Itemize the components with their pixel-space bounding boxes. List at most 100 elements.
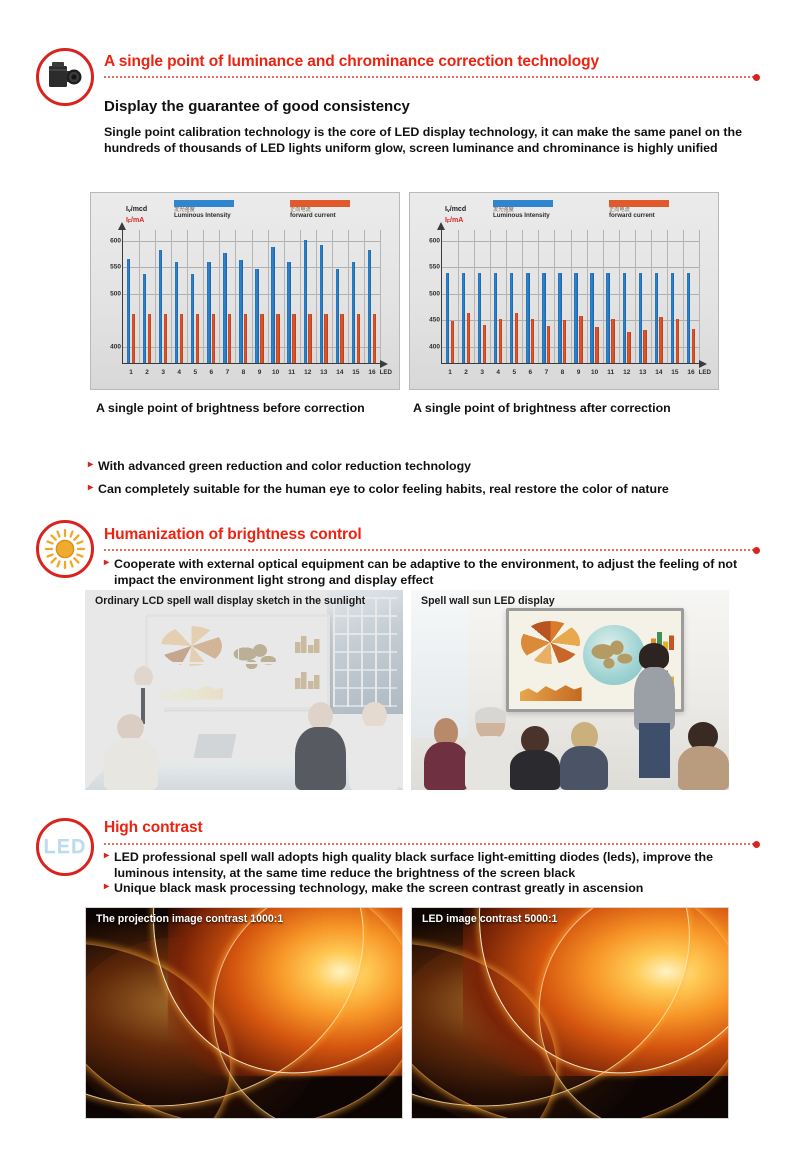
- x-axis-tick: 3: [480, 369, 484, 376]
- gridline-vertical: [586, 230, 588, 363]
- chart-bar: [686, 272, 691, 363]
- auditorium-scene: [411, 590, 729, 790]
- x-axis-tick: 12: [623, 369, 631, 376]
- y-axis-label-secondary: IF/mA: [445, 217, 464, 225]
- gridline-vertical: [251, 230, 253, 363]
- gridline-vertical: [219, 230, 221, 363]
- chart-bar: [207, 262, 211, 363]
- chart-bar: [158, 250, 163, 363]
- y-axis-tick: 550: [429, 263, 440, 271]
- chart-bar: [547, 325, 551, 363]
- bullet-marker-icon: ▸: [104, 557, 110, 568]
- gridline-vertical: [299, 230, 301, 363]
- gridline-vertical: [155, 230, 157, 363]
- chart-legend: 发光强度 Luminous Intensity 正向电流 forward cur…: [493, 200, 711, 230]
- chart-bar: [627, 331, 631, 363]
- gridline-vertical: [490, 230, 492, 363]
- chart-bar: [287, 262, 291, 363]
- camera-icon: [36, 48, 94, 106]
- x-axis-tick: 2: [145, 369, 149, 376]
- gridline-vertical: [187, 230, 189, 363]
- chart-bar: [324, 313, 328, 363]
- legend-label-en: Luminous Intensity: [174, 212, 231, 220]
- chart-bar: [590, 272, 594, 363]
- section-divider: [104, 841, 760, 848]
- x-axis-tick: 4: [177, 369, 182, 376]
- gridline-vertical: [506, 230, 508, 363]
- chart-bar: [482, 324, 487, 363]
- chart-bar: [461, 272, 466, 363]
- bullet-text: With advanced green reduction and color …: [98, 459, 472, 473]
- bullet-marker-icon: ▸: [104, 850, 110, 861]
- gridline-vertical: [699, 230, 700, 363]
- chart-bar: [675, 318, 679, 363]
- chart-caption-before: A single point of brightness before corr…: [96, 401, 365, 415]
- bullet-text: Unique black mask processing technology,…: [114, 881, 644, 895]
- x-axis-tick: 6: [528, 369, 533, 376]
- gridline-vertical: [267, 230, 269, 363]
- chart-plot-area: LED 400 450 500 550 600 1 2 3 4 5 6 7 8 9 10 11 12 13 14 15…: [429, 222, 711, 376]
- x-axis-tick: 1: [448, 369, 452, 376]
- bullet-marker-icon: ▸: [104, 881, 110, 892]
- legend-label-en: forward current: [290, 212, 336, 220]
- gridline-vertical: [666, 230, 668, 363]
- gridline-vertical: [331, 230, 333, 363]
- chart-bar: [445, 272, 450, 363]
- chart-bar: [563, 319, 567, 363]
- x-axis-tick: 10: [271, 369, 280, 376]
- x-axis-tick: 11: [607, 369, 615, 376]
- chart-bar: [494, 272, 498, 363]
- chart-bar: [542, 272, 546, 363]
- gridline-vertical: [538, 230, 540, 363]
- x-axis-label: LED: [698, 369, 711, 376]
- chart-bar: [530, 318, 535, 363]
- x-axis-tick: 2: [464, 369, 468, 376]
- chart-bar: [147, 313, 152, 363]
- chart-bar: [239, 260, 243, 363]
- section-title: Humanization of brightness control: [104, 526, 362, 543]
- gridline-vertical: [139, 230, 141, 363]
- chart-bar: [574, 272, 578, 363]
- section-title: A single point of luminance and chromina…: [104, 53, 600, 70]
- flame-image-led: [412, 908, 728, 1118]
- chart-bar: [255, 269, 259, 363]
- x-axis-tick: 5: [512, 369, 517, 376]
- x-axis-tick: 13: [320, 369, 328, 376]
- bullet-item: ▸ Unique black mask processing technolog…: [104, 880, 764, 896]
- chart-row: 发光强度 Luminous Intensity 正向电流 forward cur…: [90, 192, 719, 390]
- legend-item-forward-current: 正向电流 forward current: [609, 200, 669, 219]
- y-axis-tick: 400: [110, 343, 121, 351]
- chart-bar: [244, 313, 248, 363]
- chart-bar: [211, 313, 216, 363]
- chart-before-correction: 发光强度 Luminous Intensity 正向电流 forward cur…: [90, 192, 400, 390]
- y-axis-label-primary: Iv/mcd: [126, 206, 148, 214]
- bullet-item: ▸ With advanced green reduction and colo…: [88, 458, 752, 474]
- chart-bar: [466, 313, 471, 363]
- x-axis-tick: 8: [560, 369, 565, 376]
- y-axis-tick: 500: [429, 290, 440, 298]
- gridline-vertical: [602, 230, 604, 363]
- chart-bar: [611, 319, 615, 363]
- chart-bar: [638, 272, 642, 363]
- legend-label-cn: 发光强度: [174, 207, 195, 213]
- x-axis-tick: 12: [304, 369, 312, 376]
- chart-bar: [335, 269, 340, 363]
- legend-swatch-orange: [290, 200, 350, 207]
- chart-bar: [622, 272, 626, 363]
- gridline-vertical: [570, 230, 572, 363]
- chart-bar: [526, 272, 530, 363]
- section-title: High contrast: [104, 819, 203, 836]
- section-paragraph: Single point calibration technology is t…: [104, 125, 743, 156]
- chart-bar: [372, 313, 376, 363]
- bullet-text: Can completely suitable for the human ey…: [98, 482, 669, 496]
- chart-bar: [142, 274, 147, 363]
- chart-bar: [579, 316, 583, 363]
- bullet-marker-icon: ▸: [88, 482, 94, 493]
- gridline-vertical: [474, 230, 476, 363]
- x-axis-tick: 5: [193, 369, 198, 376]
- legend-swatch-blue: [493, 200, 553, 207]
- photo-caption: LED image contrast 5000:1: [422, 913, 558, 925]
- y-axis-tick: 550: [110, 263, 121, 271]
- legend-item-luminous-intensity: 发光强度 Luminous Intensity: [493, 200, 553, 219]
- photo-ordinary-lcd: Ordinary LCD spell wall display sketch i…: [85, 590, 403, 790]
